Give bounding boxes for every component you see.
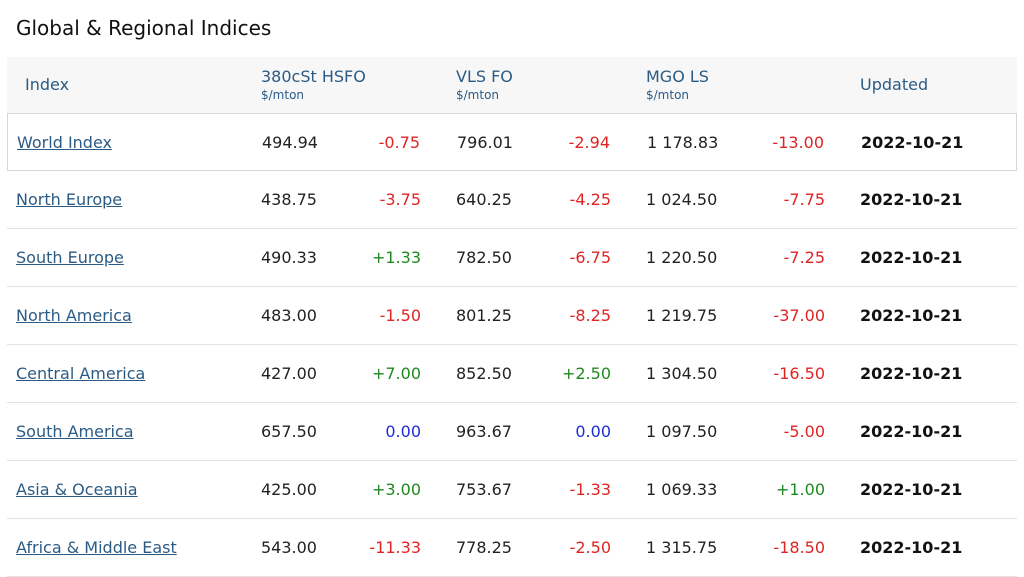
hsfo-price: 438.75 [261, 190, 317, 209]
indices-table: Index 380cSt HSFO $/mton VLS FO $/mton M… [7, 57, 1017, 577]
vlsfo-change: -6.75 [569, 248, 611, 267]
header-hsfo-unit: $/mton [261, 88, 305, 102]
hsfo-change: -3.75 [379, 190, 421, 209]
header-mgo[interactable]: MGO LS $/mton [646, 67, 709, 102]
hsfo-change: +3.00 [371, 480, 421, 499]
mgo-change: -18.50 [773, 538, 825, 557]
mgo-price: 1 315.75 [646, 538, 718, 557]
table-row: World Index 494.94 -0.75 796.01 -2.94 1 178.8… [7, 113, 1017, 171]
vlsfo-price: 753.67 [456, 480, 512, 499]
index-link[interactable]: World Index [17, 133, 112, 152]
index-link[interactable]: North America [16, 306, 132, 325]
updated-date: 2022-10-21 [860, 190, 963, 209]
vlsfo-change: -1.33 [569, 480, 611, 499]
header-hsfo[interactable]: 380cSt HSFO $/mton [261, 67, 366, 102]
updated-date: 2022-10-21 [860, 538, 963, 557]
table-row: South Europe 490.33 +1.33 782.50 -6.75 1 220.… [7, 229, 1017, 287]
hsfo-price: 657.50 [261, 422, 317, 441]
hsfo-price: 490.33 [261, 248, 317, 267]
hsfo-price: 427.00 [261, 364, 317, 383]
vlsfo-change: -4.25 [569, 190, 611, 209]
hsfo-price: 483.00 [261, 306, 317, 325]
table-row: North Europe 438.75 -3.75 640.25 -4.25 1 024.… [7, 171, 1017, 229]
header-updated-label: Updated [860, 75, 929, 94]
mgo-change: -5.00 [783, 422, 825, 441]
vlsfo-price: 778.25 [456, 538, 512, 557]
hsfo-change: +1.33 [371, 248, 421, 267]
updated-date: 2022-10-21 [860, 248, 963, 267]
mgo-price: 1 304.50 [646, 364, 718, 383]
vlsfo-price: 801.25 [456, 306, 512, 325]
table-row: Africa & Middle East 543.00 -11.33 778.25 -2… [7, 519, 1017, 577]
header-updated[interactable]: Updated [860, 75, 928, 94]
mgo-change: -7.25 [783, 248, 825, 267]
vlsfo-price: 852.50 [456, 364, 512, 383]
vlsfo-price: 640.25 [456, 190, 512, 209]
table-row: Asia & Oceania 425.00 +3.00 753.67 -1.33 1 06… [7, 461, 1017, 519]
vlsfo-change: -2.50 [569, 538, 611, 557]
updated-date: 2022-10-21 [861, 133, 964, 152]
header-mgo-unit: $/mton [646, 88, 690, 102]
hsfo-price: 543.00 [261, 538, 317, 557]
mgo-change: -16.50 [773, 364, 825, 383]
table-row: North America 483.00 -1.50 801.25 -8.25 1 219… [7, 287, 1017, 345]
table-row: South America 657.50 0.00 963.67 0.00 1 097.5… [7, 403, 1017, 461]
mgo-change: -37.00 [773, 306, 825, 325]
vlsfo-change: +2.50 [561, 364, 611, 383]
mgo-change: -7.75 [783, 190, 825, 209]
index-link[interactable]: South Europe [16, 248, 124, 267]
mgo-price: 1 069.33 [646, 480, 718, 499]
mgo-price: 1 024.50 [646, 190, 718, 209]
table-row: Central America 427.00 +7.00 852.50 +2.50 1 3… [7, 345, 1017, 403]
index-link[interactable]: Central America [16, 364, 146, 383]
hsfo-change: -0.75 [378, 133, 420, 152]
index-link[interactable]: North Europe [16, 190, 123, 209]
index-link[interactable]: Asia & Oceania [16, 480, 138, 499]
mgo-price: 1 097.50 [646, 422, 718, 441]
header-index-label: Index [25, 75, 70, 94]
updated-date: 2022-10-21 [860, 306, 963, 325]
vlsfo-change: 0.00 [575, 422, 611, 441]
header-hsfo-label: 380cSt HSFO [261, 67, 366, 86]
mgo-change: -13.00 [772, 133, 824, 152]
updated-date: 2022-10-21 [860, 480, 963, 499]
updated-date: 2022-10-21 [860, 364, 963, 383]
vlsfo-price: 963.67 [456, 422, 512, 441]
table-body: World Index 494.94 -0.75 796.01 -2.94 1 178.8… [7, 113, 1017, 577]
page-title: Global & Regional Indices [16, 16, 272, 40]
header-vlsfo-unit: $/mton [456, 88, 500, 102]
header-mgo-label: MGO LS [646, 67, 709, 86]
mgo-price: 1 219.75 [646, 306, 718, 325]
header-vlsfo-label: VLS FO [456, 67, 513, 86]
index-link[interactable]: Africa & Middle East [16, 538, 177, 557]
header-vlsfo[interactable]: VLS FO $/mton [456, 67, 513, 102]
hsfo-price: 494.94 [262, 133, 318, 152]
hsfo-price: 425.00 [261, 480, 317, 499]
vlsfo-change: -2.94 [568, 133, 610, 152]
mgo-price: 1 220.50 [646, 248, 718, 267]
table-header: Index 380cSt HSFO $/mton VLS FO $/mton M… [7, 57, 1017, 113]
updated-date: 2022-10-21 [860, 422, 963, 441]
header-index[interactable]: Index [25, 75, 69, 94]
mgo-price: 1 178.83 [647, 133, 719, 152]
index-link[interactable]: South America [16, 422, 134, 441]
hsfo-change: -1.50 [379, 306, 421, 325]
hsfo-change: +7.00 [371, 364, 421, 383]
hsfo-change: 0.00 [385, 422, 421, 441]
vlsfo-change: -8.25 [569, 306, 611, 325]
vlsfo-price: 796.01 [457, 133, 513, 152]
vlsfo-price: 782.50 [456, 248, 512, 267]
mgo-change: +1.00 [775, 480, 825, 499]
hsfo-change: -11.33 [369, 538, 421, 557]
